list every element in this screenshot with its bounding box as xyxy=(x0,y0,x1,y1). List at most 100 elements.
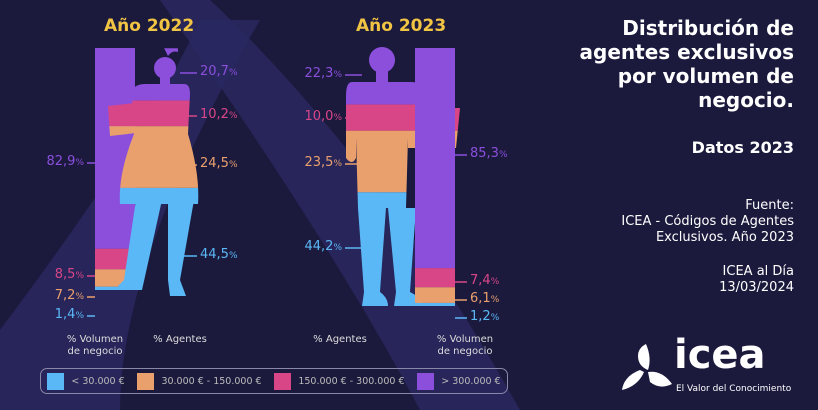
volume-bar-2022 xyxy=(95,48,135,290)
agents-2022-label-gt300: 20,7% xyxy=(200,64,238,79)
volume-2022-label-30-150: 7,2% xyxy=(55,288,84,303)
source-label: Fuente: xyxy=(745,198,794,213)
value-text: 82,9 xyxy=(46,154,76,169)
legend-swatch xyxy=(137,372,155,390)
main-title: Distribución de agentes exclusivos por v… xyxy=(580,16,794,112)
legend-swatch xyxy=(274,372,292,390)
bar-segment-150-300 xyxy=(108,100,199,127)
axis-label-volume-2022: % Volumen de negocio xyxy=(50,334,140,358)
legend-label: > 300.000 € xyxy=(441,375,501,387)
percent-sign: % xyxy=(490,295,500,305)
percent-sign: % xyxy=(333,243,342,253)
value-text: 44,2 xyxy=(304,239,334,254)
axis-label-volume-2023: % Volumen de negocio xyxy=(420,334,510,358)
agents-2023-label-150-300: 10,0% xyxy=(304,109,342,124)
year-2023-title: Año 2023 xyxy=(356,16,447,36)
value-text: 10,2 xyxy=(200,107,229,122)
percent-sign: % xyxy=(333,159,342,169)
percent-sign: % xyxy=(228,68,238,78)
publication-name: ICEA al Día xyxy=(722,264,794,279)
title-line: por volumen de xyxy=(617,64,794,88)
value-text: 24,5 xyxy=(200,156,229,171)
axis-label-agents-2023: % Agentes xyxy=(313,334,367,345)
publication: ICEA al Día 13/03/2024 xyxy=(719,264,794,296)
source-line: Exclusivos. Año 2023 xyxy=(655,230,794,245)
icea-logo-icon xyxy=(622,344,672,390)
bar-segment-lt30 xyxy=(415,302,455,306)
axis-label-line: % Volumen xyxy=(66,334,124,345)
percent-sign: % xyxy=(228,160,238,170)
value-text: 85,3 xyxy=(470,146,499,161)
title-line: agentes exclusivos xyxy=(579,40,794,64)
value-text: 22,3 xyxy=(304,66,334,81)
bar-segment-30-150 xyxy=(415,287,455,303)
axis-label-agents-2022: % Agentes xyxy=(153,334,207,345)
percent-sign: % xyxy=(490,313,500,323)
agents-2022-label-150-300: 10,2% xyxy=(200,107,238,122)
percent-sign: % xyxy=(228,251,238,261)
legend-label: 30.000 € - 150.000 € xyxy=(161,375,262,387)
background-band xyxy=(160,0,520,410)
title-line: Distribución de xyxy=(622,16,794,40)
legend-label: < 30.000 € xyxy=(71,375,125,387)
percent-sign: % xyxy=(75,311,84,321)
legend-item-lt30: < 30.000 € xyxy=(47,372,125,390)
year-2022-title: Año 2022 xyxy=(104,16,195,36)
value-text: 20,7 xyxy=(200,64,229,79)
value-text: 8,5 xyxy=(54,267,76,282)
axis-label-line: % Volumen xyxy=(436,334,494,345)
axis-label-line: de negocio xyxy=(437,346,493,357)
bar-segment-lt30 xyxy=(95,286,135,290)
value-text: 44,5 xyxy=(200,247,229,262)
subtitle: Datos 2023 xyxy=(691,138,794,157)
legend: < 30.000 € 30.000 € - 150.000 € 150.000 … xyxy=(40,368,508,394)
value-text: 7,2 xyxy=(54,288,76,303)
value-text: 6,1 xyxy=(470,291,491,306)
agents-2023-label-gt300: 22,3% xyxy=(304,66,342,81)
icea-logo: icea El Valor del Conocimiento xyxy=(618,332,798,400)
value-text: 10,0 xyxy=(304,109,334,124)
agents-2023-label-lt30: 44,2% xyxy=(304,239,342,254)
title-line: negocio. xyxy=(698,88,794,112)
volume-2022-label-lt30: 1,4% xyxy=(55,307,84,322)
bar-segment-gt300 xyxy=(95,48,135,249)
percent-sign: % xyxy=(75,271,84,281)
agents-2022-label-30-150: 24,5% xyxy=(200,156,238,171)
value-text: 1,4 xyxy=(54,307,76,322)
volume-2023-label-lt30: 1,2% xyxy=(470,309,499,324)
agents-2023-label-30-150: 23,5% xyxy=(304,155,342,170)
percent-sign: % xyxy=(75,292,84,302)
percent-sign: % xyxy=(498,150,508,160)
source: Fuente: ICEA - Códigos de Agentes Exclus… xyxy=(621,198,794,246)
volume-bar-2023 xyxy=(415,48,455,306)
volume-2023-label-150-300: 7,4% xyxy=(470,273,499,288)
percent-sign: % xyxy=(75,158,84,168)
legend-item-150-300: 150.000 € - 300.000 € xyxy=(274,372,405,390)
logo-wordmark: icea xyxy=(674,332,766,378)
publication-date: 13/03/2024 xyxy=(719,280,794,295)
bar-segment-gt300 xyxy=(415,48,455,269)
volume-2023-label-gt300: 85,3% xyxy=(470,146,508,161)
value-text: 1,2 xyxy=(470,309,491,324)
legend-swatch xyxy=(47,372,65,390)
legend-item-gt300: > 300.000 € xyxy=(417,372,501,390)
percent-sign: % xyxy=(333,70,342,80)
volume-2023-label-30-150: 6,1% xyxy=(470,291,499,306)
legend-label: 150.000 € - 300.000 € xyxy=(298,375,405,387)
volume-2022-label-150-300: 8,5% xyxy=(55,267,84,282)
logo-tagline: El Valor del Conocimiento xyxy=(676,384,792,394)
agents-2022-label-lt30: 44,5% xyxy=(200,247,238,262)
percent-sign: % xyxy=(490,277,500,287)
bar-segment-150-300 xyxy=(95,248,135,270)
legend-item-30-150: 30.000 € - 150.000 € xyxy=(137,372,262,390)
value-text: 7,4 xyxy=(470,273,491,288)
value-text: 23,5 xyxy=(304,155,334,170)
volume-2022-label-gt300: 82,9% xyxy=(46,154,84,169)
source-line: ICEA - Códigos de Agentes xyxy=(621,214,794,229)
percent-sign: % xyxy=(333,113,342,123)
bar-segment-150-300 xyxy=(415,268,455,288)
percent-sign: % xyxy=(228,111,238,121)
axis-label-line: de negocio xyxy=(67,346,123,357)
legend-swatch xyxy=(417,372,435,390)
